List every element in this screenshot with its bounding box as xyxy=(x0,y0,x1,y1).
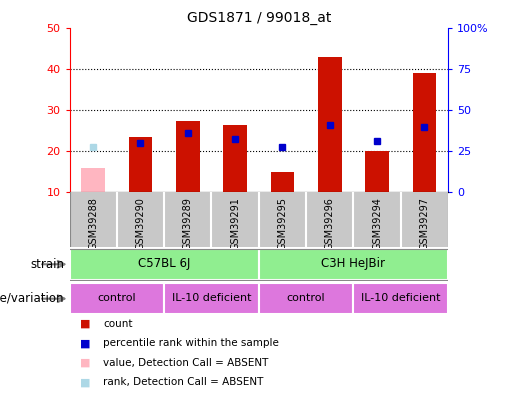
Text: rank, Detection Call = ABSENT: rank, Detection Call = ABSENT xyxy=(103,377,263,387)
Bar xyxy=(224,125,247,192)
Bar xyxy=(70,249,259,280)
Text: value, Detection Call = ABSENT: value, Detection Call = ABSENT xyxy=(103,358,268,368)
Text: GSM39290: GSM39290 xyxy=(135,197,146,249)
Text: C3H HeJBir: C3H HeJBir xyxy=(321,257,385,270)
Text: percentile rank within the sample: percentile rank within the sample xyxy=(103,339,279,348)
Text: count: count xyxy=(103,319,132,329)
Text: control: control xyxy=(287,293,325,303)
Bar xyxy=(318,57,341,192)
Bar xyxy=(81,168,105,192)
Title: GDS1871 / 99018_at: GDS1871 / 99018_at xyxy=(186,11,331,25)
Text: ■: ■ xyxy=(80,358,90,368)
Bar xyxy=(129,137,152,192)
Text: GSM39288: GSM39288 xyxy=(88,197,98,249)
Bar xyxy=(365,151,389,192)
Text: control: control xyxy=(97,293,136,303)
Bar xyxy=(413,73,436,192)
Bar xyxy=(259,249,448,280)
Text: ■: ■ xyxy=(80,377,90,387)
Bar xyxy=(259,283,353,314)
Text: IL-10 deficient: IL-10 deficient xyxy=(171,293,251,303)
Text: GSM39289: GSM39289 xyxy=(183,197,193,249)
Bar xyxy=(353,283,448,314)
Text: strain: strain xyxy=(30,258,64,271)
Text: GSM39297: GSM39297 xyxy=(419,197,430,250)
Bar xyxy=(176,121,200,192)
Bar xyxy=(70,283,164,314)
Text: GSM39291: GSM39291 xyxy=(230,197,240,249)
Text: GSM39294: GSM39294 xyxy=(372,197,382,249)
Text: GSM39296: GSM39296 xyxy=(325,197,335,249)
Text: IL-10 deficient: IL-10 deficient xyxy=(361,293,440,303)
Text: GSM39295: GSM39295 xyxy=(278,197,287,250)
Text: ■: ■ xyxy=(80,319,90,329)
Bar xyxy=(164,283,259,314)
Text: genotype/variation: genotype/variation xyxy=(0,292,64,305)
Text: ■: ■ xyxy=(80,339,90,348)
Bar xyxy=(270,172,294,192)
Text: C57BL 6J: C57BL 6J xyxy=(138,257,191,270)
